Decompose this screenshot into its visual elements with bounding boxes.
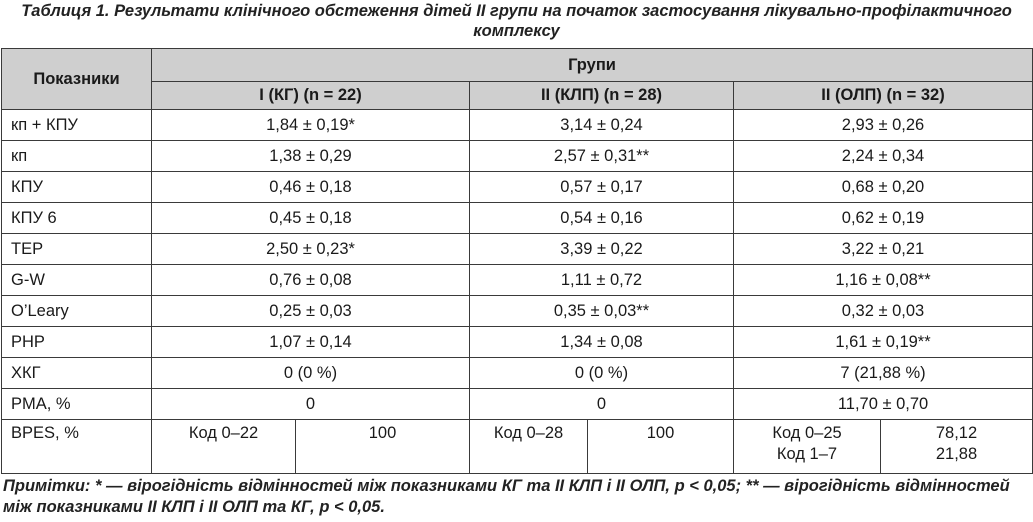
bpes-group-3-codes: Код 0–25 Код 1–7 xyxy=(733,419,881,474)
row-label: КПУ 6 xyxy=(1,202,152,234)
header-group-1: I (КГ) (n = 22) xyxy=(151,81,470,110)
cell-group-3: 0,32 ± 0,03 xyxy=(732,295,1033,327)
cell-group-2: 0,54 ± 0,16 xyxy=(469,202,734,234)
row-label: TEP xyxy=(1,233,152,265)
cell-group-3: 3,22 ± 0,21 xyxy=(732,233,1033,265)
cell-group-2: 1,11 ± 0,72 xyxy=(469,264,734,296)
cell-group-2: 3,39 ± 0,22 xyxy=(469,233,734,265)
cell-group-1: 0,46 ± 0,18 xyxy=(151,171,470,203)
results-table: Показники Групи I (КГ) (n = 22) II (КЛП)… xyxy=(1,48,1033,474)
cell-group-1: 1,07 ± 0,14 xyxy=(151,326,470,358)
cell-group-3: 1,61 ± 0,19** xyxy=(732,326,1033,358)
cell-group-2: 3,14 ± 0,24 xyxy=(469,109,734,141)
bpes-group-1-value: 100 xyxy=(295,419,470,474)
bpes-group-1-code: Код 0–22 xyxy=(151,419,296,474)
bpes-group-3-value-2: 21,88 xyxy=(935,445,978,463)
table-row: КПУ 0,46 ± 0,18 0,57 ± 0,17 0,68 ± 0,20 xyxy=(1,171,1033,203)
row-label: BPES, % xyxy=(1,419,152,474)
cell-group-1: 0,45 ± 0,18 xyxy=(151,202,470,234)
cell-group-2: 1,34 ± 0,08 xyxy=(469,326,734,358)
cell-group-3: 7 (21,88 %) xyxy=(732,357,1033,389)
row-label: кп + КПУ xyxy=(1,109,152,141)
bpes-group-3-values: 78,12 21,88 xyxy=(879,419,1033,474)
row-label: PHP xyxy=(1,326,152,358)
row-label: ХКГ xyxy=(1,357,152,389)
bpes-group-2-code: Код 0–28 xyxy=(469,419,588,474)
table-row-bpes: BPES, % Код 0–22 100 Код 0–28 100 Код 0–… xyxy=(1,419,1033,474)
header-group-2: II (КЛП) (n = 28) xyxy=(469,81,734,110)
bpes-group-3-code-2: Код 1–7 xyxy=(776,445,838,463)
row-label: G-W xyxy=(1,264,152,296)
table-notes: Примітки: * — вірогідність відмінностей … xyxy=(3,477,1010,516)
cell-group-2: 0 (0 %) xyxy=(469,357,734,389)
cell-group-2: 2,57 ± 0,31** xyxy=(469,140,734,172)
bpes-group-2-value: 100 xyxy=(587,419,734,474)
header-indicators: Показники xyxy=(1,48,152,110)
row-label: PMA, % xyxy=(1,388,152,420)
cell-group-3: 2,93 ± 0,26 xyxy=(732,109,1033,141)
table-row: PMA, % 0 0 11,70 ± 0,70 xyxy=(1,388,1033,420)
cell-group-1: 2,50 ± 0,23* xyxy=(151,233,470,265)
cell-group-3: 1,16 ± 0,08** xyxy=(732,264,1033,296)
cell-group-3: 0,62 ± 0,19 xyxy=(732,202,1033,234)
table-row: КПУ 6 0,45 ± 0,18 0,54 ± 0,16 0,62 ± 0,1… xyxy=(1,202,1033,234)
cell-group-1: 1,84 ± 0,19* xyxy=(151,109,470,141)
cell-group-1: 1,38 ± 0,29 xyxy=(151,140,470,172)
row-label: КПУ xyxy=(1,171,152,203)
cell-group-1: 0,76 ± 0,08 xyxy=(151,264,470,296)
table-row: O’Leary 0,25 ± 0,03 0,35 ± 0,03** 0,32 ±… xyxy=(1,295,1033,327)
table-row: кп + КПУ 1,84 ± 0,19* 3,14 ± 0,24 2,93 ±… xyxy=(1,109,1033,141)
header-group-3: II (ОЛП) (n = 32) xyxy=(732,81,1033,110)
table-caption: Таблиця 1. Результати клінічного обстеже… xyxy=(21,2,1012,40)
cell-group-1: 0 xyxy=(151,388,470,420)
table-row: PHP 1,07 ± 0,14 1,34 ± 0,08 1,61 ± 0,19*… xyxy=(1,326,1033,358)
cell-group-1: 0 (0 %) xyxy=(151,357,470,389)
header-groups: Групи xyxy=(150,48,1033,82)
row-label: O’Leary xyxy=(1,295,152,327)
table-row: TEP 2,50 ± 0,23* 3,39 ± 0,22 3,22 ± 0,21 xyxy=(1,233,1033,265)
cell-group-3: 0,68 ± 0,20 xyxy=(732,171,1033,203)
table-row: G-W 0,76 ± 0,08 1,11 ± 0,72 1,16 ± 0,08*… xyxy=(1,264,1033,296)
cell-group-3: 11,70 ± 0,70 xyxy=(732,388,1033,420)
bpes-group-3-value-1: 78,12 xyxy=(935,424,978,442)
row-label: кп xyxy=(1,140,152,172)
cell-group-3: 2,24 ± 0,34 xyxy=(732,140,1033,172)
table-row: кп 1,38 ± 0,29 2,57 ± 0,31** 2,24 ± 0,34 xyxy=(1,140,1033,172)
cell-group-2: 0,35 ± 0,03** xyxy=(469,295,734,327)
cell-group-2: 0 xyxy=(469,388,734,420)
table-row: ХКГ 0 (0 %) 0 (0 %) 7 (21,88 %) xyxy=(1,357,1033,389)
bpes-group-3-code-1: Код 0–25 xyxy=(772,424,842,442)
cell-group-2: 0,57 ± 0,17 xyxy=(469,171,734,203)
cell-group-1: 0,25 ± 0,03 xyxy=(151,295,470,327)
